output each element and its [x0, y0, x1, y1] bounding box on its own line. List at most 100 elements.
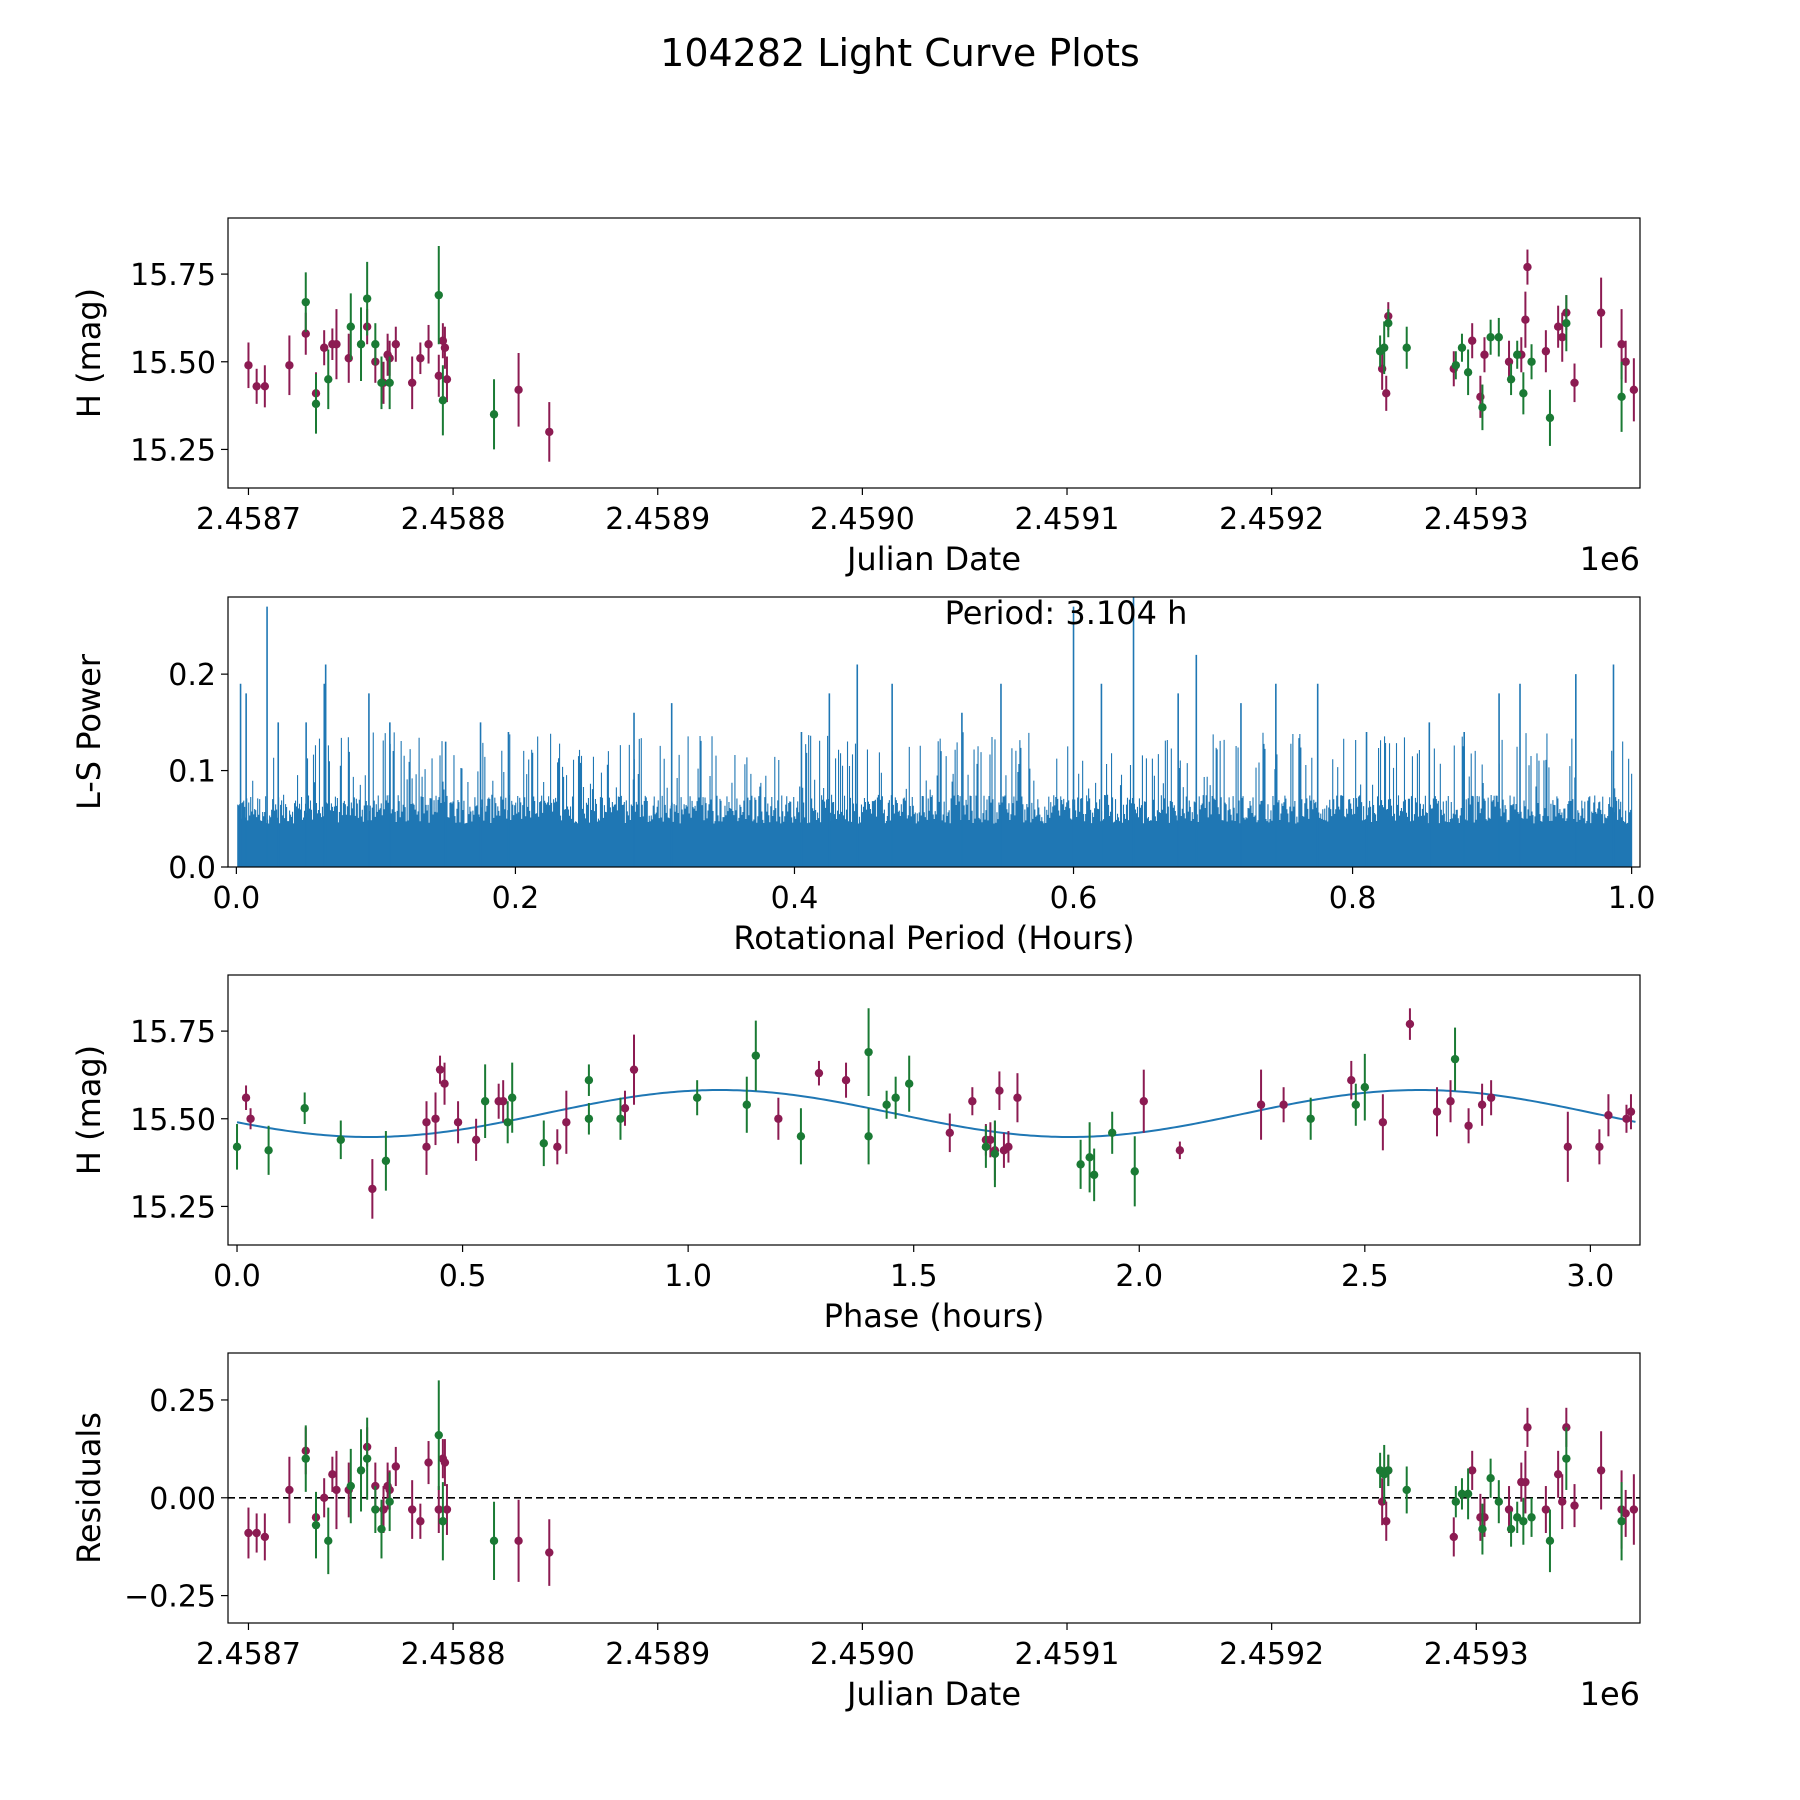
data-point: [324, 1536, 333, 1546]
x-offset-label: 1e6: [1580, 1675, 1640, 1713]
x-tick-label: 2.4588: [401, 502, 506, 537]
data-point: [1446, 1097, 1455, 1106]
data-point: [1402, 1485, 1411, 1495]
data-point: [1463, 368, 1473, 377]
data-point: [319, 1493, 329, 1502]
data-point: [584, 1075, 594, 1085]
x-tick-label: 2.0: [1115, 1259, 1163, 1294]
data-point: [1521, 315, 1530, 324]
data-point: [1351, 1100, 1360, 1109]
data-point: [1256, 1100, 1266, 1109]
data-point: [1494, 1497, 1504, 1506]
data-point: [503, 1118, 512, 1127]
data-point: [336, 1135, 345, 1145]
data-point: [1347, 1075, 1356, 1085]
x-axis-label: Phase (hours): [824, 1297, 1045, 1335]
data-point: [1553, 1470, 1563, 1479]
period-annotation: Period: 3.104 h: [945, 594, 1188, 632]
y-tick-label: 0.00: [149, 1482, 216, 1517]
axes-frame: [227, 1352, 1641, 1624]
data-point: [1432, 1107, 1442, 1116]
data-point: [371, 1505, 380, 1514]
data-point: [1506, 375, 1516, 384]
data-point: [1621, 1509, 1630, 1518]
data-point: [995, 1086, 1004, 1095]
x-offset-label: 1e6: [1580, 540, 1640, 578]
y-tick-label: 15.25: [130, 433, 216, 468]
data-point: [391, 1462, 401, 1471]
data-point: [1402, 343, 1411, 352]
data-point: [514, 385, 523, 395]
y-tick-label: 15.75: [130, 258, 216, 293]
axes-frame: [227, 974, 1641, 1246]
data-point: [1523, 262, 1532, 272]
data-point: [841, 1075, 851, 1085]
x-tick-label: 2.4588: [401, 1637, 506, 1672]
x-tick-label: 2.4590: [810, 502, 915, 537]
data-point: [319, 343, 329, 352]
data-point: [1527, 357, 1536, 366]
x-axis-label: Rotational Period (Hours): [733, 919, 1134, 957]
data-point: [1617, 1517, 1626, 1526]
data-point: [1595, 1142, 1604, 1152]
data-point: [301, 329, 310, 338]
data-point: [1464, 1121, 1473, 1130]
data-point: [264, 1146, 273, 1155]
data-point: [489, 1536, 499, 1546]
data-point: [774, 1114, 783, 1123]
x-tick-label: 2.4592: [1219, 1637, 1324, 1672]
subplot-periodogram: 0.0 0.2 0.4 0.6 0.8 1.0 0.0 0.1 0.2 Rotational Pe…: [70, 594, 1655, 957]
data-point: [489, 410, 499, 419]
data-point: [1545, 413, 1555, 423]
x-tick-label: 2.4587: [196, 502, 301, 537]
data-point: [1558, 333, 1567, 342]
y-axis-label: H (mag): [70, 1045, 108, 1175]
data-point: [435, 1065, 445, 1074]
data-point: [346, 1481, 355, 1491]
fit-curve: [236, 1089, 1636, 1139]
data-point: [453, 1118, 463, 1127]
data-point: [1378, 1118, 1388, 1127]
data-point: [1513, 350, 1522, 359]
data-point: [498, 1097, 508, 1106]
data-point: [751, 1051, 761, 1060]
x-tick-label: 1.0: [664, 1259, 712, 1294]
x-tick-label: 0.5: [439, 1259, 487, 1294]
data-point: [1467, 1466, 1477, 1475]
data-point: [1626, 1107, 1636, 1116]
data-point: [244, 1528, 253, 1538]
data-point: [332, 340, 341, 349]
y-tick-label: 0.2: [168, 658, 216, 693]
x-tick-label: 0.8: [1329, 881, 1377, 916]
y-tick-label: 0.25: [149, 1384, 216, 1419]
data-point: [616, 1114, 625, 1123]
data-point: [311, 399, 321, 409]
data-point: [285, 361, 294, 370]
data-point: [1486, 333, 1495, 342]
data-point: [514, 1536, 523, 1546]
data-point: [440, 343, 450, 352]
data-point: [1467, 336, 1477, 345]
data-point: [1541, 1505, 1551, 1514]
data-point: [508, 1093, 517, 1102]
data-point: [539, 1139, 548, 1148]
data-point: [1622, 1114, 1631, 1123]
axes-frame: [227, 217, 1641, 489]
data-point: [1527, 1513, 1536, 1522]
data-point: [1279, 1100, 1288, 1109]
data-point: [1596, 308, 1606, 317]
data-point: [620, 1104, 630, 1113]
data-point: [1617, 340, 1626, 349]
data-point: [1477, 1100, 1487, 1109]
data-point: [431, 1114, 440, 1123]
data-point: [362, 1454, 372, 1463]
x-tick-label: 2.4591: [1015, 1637, 1120, 1672]
data-point: [381, 1156, 391, 1166]
x-tick-label: 2.4590: [810, 1637, 915, 1672]
data-point: [377, 1524, 386, 1534]
data-point: [1596, 1466, 1606, 1475]
data-point: [1629, 1505, 1639, 1514]
data-point: [442, 375, 452, 384]
data-point: [362, 294, 372, 303]
data-point: [416, 1517, 425, 1526]
